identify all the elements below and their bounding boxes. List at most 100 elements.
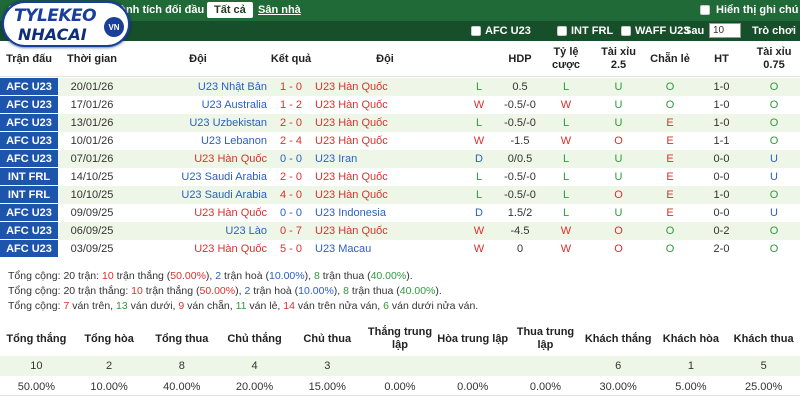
table-row (0, 78, 800, 96)
table-row (0, 168, 800, 186)
stats-header: Chủ thua (303, 332, 352, 345)
stats-header: Khách thắng (584, 332, 652, 345)
table-cell: W (473, 243, 485, 255)
table-cell: U23 Saudi Arabia (181, 189, 267, 201)
checkbox[interactable] (557, 26, 567, 36)
table-cell: 1 - 2 (279, 99, 302, 111)
table-cell: 03/09/25 (70, 243, 114, 255)
table-cell: L (562, 207, 570, 219)
count-select[interactable]: 10 (709, 23, 741, 38)
table-cell: U23 Hàn Quốc (315, 135, 388, 147)
table-cell: O (769, 135, 779, 147)
table-cell: O (614, 225, 623, 237)
summary-text: ). (435, 285, 442, 297)
table-cell: 13/01/26 (70, 117, 114, 129)
table-row (0, 96, 800, 114)
table-cell: -4.5 (510, 225, 530, 237)
table-cell: E (666, 117, 674, 129)
table-cell: U23 Hàn Quốc (315, 81, 388, 93)
column-header: HT (714, 52, 729, 65)
table-cell: E (666, 171, 674, 183)
filter-label: AFC U23 (485, 25, 531, 37)
summary-text: 7 (63, 300, 70, 312)
table-cell: L (475, 171, 483, 183)
table-cell: U23 Indonesia (315, 207, 386, 219)
column-header: Kết quả (270, 52, 312, 65)
summary-text: ), (205, 270, 216, 282)
table-row (0, 222, 800, 240)
stats-count: 6 (615, 360, 622, 372)
table-cell: AFC U23 (0, 132, 58, 150)
checkbox[interactable] (700, 5, 710, 15)
table-cell: 1-1 (713, 135, 730, 147)
column-header: Đội (376, 52, 394, 65)
summary-text: 2 (215, 270, 222, 282)
table-cell: L (562, 153, 570, 165)
summary-text: trận thua ( (319, 270, 371, 282)
summary-text: ván trên nửa ván, (294, 300, 384, 312)
table-cell: AFC U23 (0, 150, 58, 168)
column-header: Thời gian (67, 52, 117, 65)
table-cell: U23 Australia (201, 99, 267, 111)
table-cell: U23 Hàn Quốc (315, 225, 388, 237)
table-cell: W (473, 99, 485, 111)
tab[interactable]: Tất cả (207, 2, 253, 18)
stats-percent: 50.00% (17, 380, 56, 393)
checkbox[interactable] (621, 26, 631, 36)
table-cell: 1-0 (713, 117, 730, 129)
table-cell: 2 - 4 (279, 135, 302, 147)
table-header (0, 41, 800, 77)
stats-percent: 0.00% (384, 380, 416, 393)
logo-text: TYLEKEO (14, 6, 97, 26)
table-cell: AFC U23 (0, 222, 58, 240)
table-cell: 07/01/26 (70, 153, 114, 165)
stats-percent: 5.00% (675, 380, 707, 393)
summary-text: 8 (343, 285, 349, 297)
table-cell: AFC U23 (0, 96, 58, 114)
stats-percent: 0.00% (457, 380, 489, 393)
stats-header: Tổng hòa (84, 332, 134, 345)
table-cell: W (473, 135, 485, 147)
summary-text: 40.00% (370, 270, 407, 282)
table-cell: 0 (516, 243, 524, 255)
table-cell: 09/09/25 (70, 207, 114, 219)
table-cell: L (475, 81, 483, 93)
table-cell: U23 Lebanon (200, 135, 267, 147)
table-cell: U (614, 117, 623, 129)
table-cell: D (475, 207, 483, 219)
summary-text: ), (235, 285, 245, 297)
table-cell: 1-0 (713, 99, 730, 111)
table-cell: -0.5/-0 (504, 189, 536, 201)
table-row (0, 150, 800, 168)
stats-header: Tổng thắng (6, 332, 67, 345)
table-cell: 0/0.5 (507, 153, 533, 165)
summary-text: ). (406, 270, 413, 282)
table-cell: O (769, 117, 779, 129)
column-header: Trận đấu (6, 52, 52, 65)
checkbox[interactable] (471, 26, 481, 36)
table-cell: E (666, 153, 674, 165)
summary-text: ), (304, 270, 314, 282)
summary-text: 50.00% (170, 270, 206, 282)
table-cell: 0 - 0 (279, 207, 302, 219)
summary-text: trận thắng ( (113, 270, 171, 282)
column-header: Chẵn lẻ (650, 52, 690, 65)
table-cell: O (665, 243, 675, 255)
table-cell: AFC U23 (0, 114, 58, 132)
stats-count: 5 (760, 360, 767, 372)
table-cell: U23 Hàn Quốc (315, 189, 388, 201)
table-cell: 2 - 0 (279, 117, 302, 129)
column-header: Tỷ lệ cược (551, 46, 581, 71)
table-cell: O (769, 81, 779, 93)
table-cell: W (560, 243, 572, 255)
stats-header: Thắng trung lập (367, 326, 433, 351)
table-cell: 1 - 0 (279, 81, 302, 93)
stats-count: 2 (106, 360, 113, 372)
stats-percent: 40.00% (163, 380, 201, 393)
tab[interactable]: Sân nhà (258, 4, 301, 16)
table-cell: AFC U23 (0, 204, 58, 222)
summary-text: 10 (101, 270, 114, 282)
stats-header: Thua trung lập (516, 326, 575, 351)
table-cell: 5 - 0 (279, 243, 302, 255)
table-cell: L (475, 117, 483, 129)
